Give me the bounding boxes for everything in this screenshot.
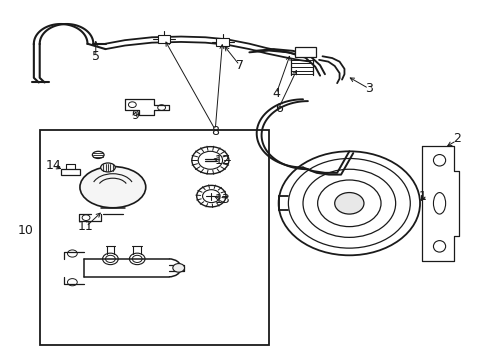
Ellipse shape — [80, 167, 145, 208]
Text: 5: 5 — [92, 50, 100, 63]
Circle shape — [278, 151, 419, 255]
Text: 12: 12 — [214, 154, 230, 167]
Text: 4: 4 — [272, 87, 280, 100]
Text: 1: 1 — [418, 190, 426, 203]
Text: 11: 11 — [78, 220, 94, 233]
Text: 6: 6 — [274, 102, 282, 115]
Text: 8: 8 — [211, 125, 219, 138]
Circle shape — [191, 147, 228, 174]
Text: 2: 2 — [452, 132, 460, 145]
Bar — [61, 168, 80, 175]
Text: 7: 7 — [235, 59, 243, 72]
Ellipse shape — [92, 151, 104, 158]
Text: 10: 10 — [18, 224, 34, 237]
Bar — [294, 46, 316, 57]
Text: 9: 9 — [131, 109, 139, 122]
Circle shape — [172, 264, 184, 272]
Text: 3: 3 — [364, 82, 372, 95]
Bar — [158, 35, 170, 42]
Circle shape — [196, 185, 225, 207]
Circle shape — [334, 193, 363, 214]
Text: 13: 13 — [214, 193, 230, 206]
Bar — [40, 130, 268, 345]
Ellipse shape — [101, 163, 115, 172]
Bar — [216, 38, 228, 46]
Text: 14: 14 — [45, 159, 61, 172]
